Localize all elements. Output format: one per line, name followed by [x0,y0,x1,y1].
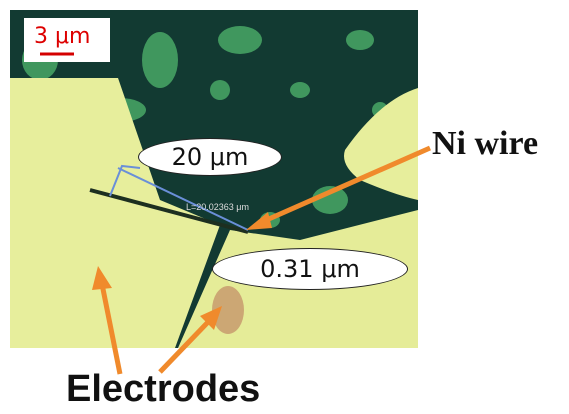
electrodes-label: Electrodes [66,368,261,410]
ni-wire [89,188,249,234]
measure-bracket [109,164,141,197]
right-electrode [344,88,418,200]
measure-line [117,167,249,231]
width-label: 0.31 μm [212,248,408,290]
length-label: 20 μm [138,138,282,176]
electrode-blob [212,286,244,334]
annotation-arrows [92,145,432,375]
measure-readout: L=20.02363 μm [186,202,249,212]
left-electrode [10,78,220,348]
ni-wire-label: Ni wire [432,125,539,162]
scale-bar-label: 3 μm [34,24,91,49]
